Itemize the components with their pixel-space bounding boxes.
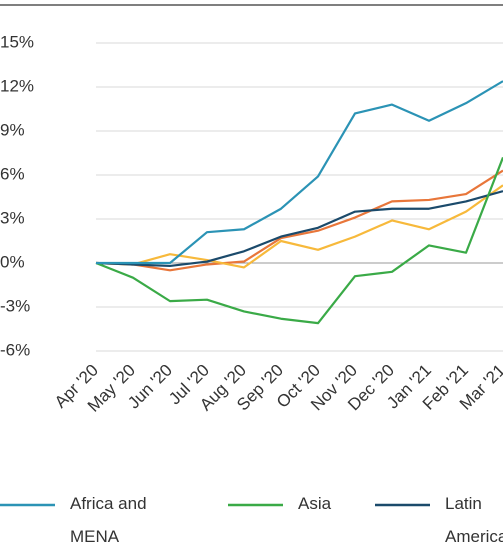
y-tick-label: 12% (0, 76, 34, 95)
y-tick-label: -6% (0, 340, 30, 359)
series-line (95, 184, 503, 269)
y-tick-label: -3% (0, 296, 30, 315)
series-line (95, 157, 503, 325)
legend-label: Africa and MENA (70, 494, 151, 546)
y-tick-label: 0% (0, 252, 25, 271)
series-line (96, 80, 503, 265)
y-tick-label: 15% (0, 32, 34, 51)
series-line (95, 190, 503, 268)
legend-label: Latin America (445, 494, 503, 546)
y-tick-label: 3% (0, 208, 25, 227)
y-tick-label: 6% (0, 164, 25, 183)
y-tick-label: 9% (0, 120, 25, 139)
legend-label: Asia (298, 494, 332, 513)
series-line (95, 169, 503, 272)
